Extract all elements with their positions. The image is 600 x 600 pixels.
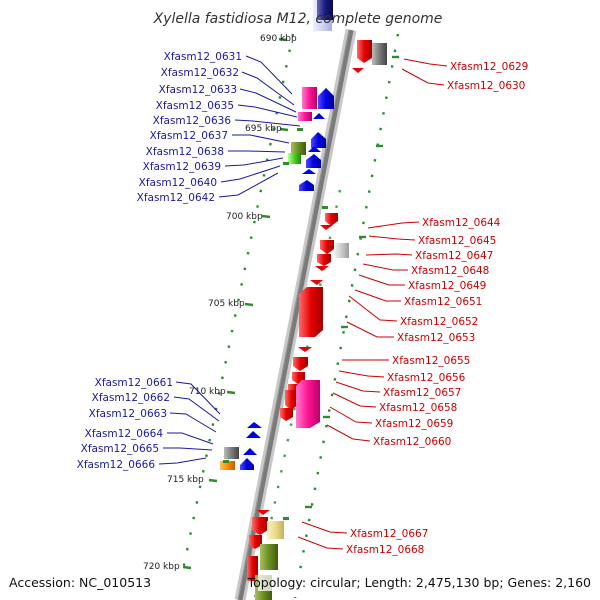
accession-text: Accession: NC_010513	[9, 575, 151, 590]
ruler-major-ticks	[182, 37, 399, 570]
gene-label[interactable]: Xfasm12_0647	[415, 250, 493, 262]
feature-top-reverse[interactable]	[313, 0, 333, 31]
forward-leader-lines	[297, 58, 448, 550]
gene-label[interactable]: Xfasm12_0663	[89, 408, 167, 420]
ruler-label: 690 kbp	[260, 34, 297, 44]
reverse-leader-lines	[158, 55, 301, 465]
gene-label[interactable]: Xfasm12_0639	[143, 161, 221, 173]
gene-label[interactable]: Xfasm12_0642	[137, 192, 215, 204]
gene-label[interactable]: Xfasm12_0661	[95, 377, 173, 389]
gene-label[interactable]: Xfasm12_0645	[418, 235, 496, 247]
gene-label[interactable]: Xfasm12_0659	[375, 418, 453, 430]
ruler-label: 700 kbp	[226, 212, 263, 222]
gene-label[interactable]: Xfasm12_0668	[346, 544, 424, 556]
genome-backbone[interactable]	[234, 28, 357, 600]
gene-label[interactable]: Xfasm12_0657	[383, 387, 461, 399]
strand-markers	[223, 128, 328, 520]
reverse-gene-labels: Xfasm12_0631 Xfasm12_0632 Xfasm12_0633 X…	[77, 51, 242, 471]
gene-label[interactable]: Xfasm12_0644	[422, 217, 501, 229]
gene-box-0659	[296, 380, 320, 428]
gene-box-0630	[372, 43, 387, 65]
ruler-label: 705 kbp	[208, 299, 245, 309]
ruler-label: 695 kbp	[245, 124, 282, 134]
summary-text: Topology: circular; Length: 2,475,130 bp…	[247, 575, 591, 590]
gene-label[interactable]: Xfasm12_0637	[150, 130, 228, 142]
ruler-label: 720 kbp	[143, 562, 180, 572]
gene-label[interactable]: Xfasm12_0664	[85, 428, 164, 440]
gene-label[interactable]: Xfasm12_0638	[146, 146, 224, 158]
ruler-labels: 690 kbp 695 kbp 700 kbp 705 kbp 710 kbp …	[143, 34, 297, 572]
forward-strand-features[interactable]	[247, 40, 387, 600]
gene-label[interactable]: Xfasm12_0648	[411, 265, 489, 277]
gene-label[interactable]: Xfasm12_0655	[392, 355, 470, 367]
gene-label[interactable]: Xfasm12_0666	[77, 459, 156, 471]
gene-box-0631	[302, 87, 317, 109]
gc-guide-track	[293, 33, 400, 599]
gene-arrow-small	[352, 68, 364, 73]
gene-label[interactable]: Xfasm12_0667	[350, 528, 428, 540]
gene-label[interactable]: Xfasm12_0635	[156, 100, 234, 112]
map-footer: Accession: NC_010513 Topology: circular;…	[9, 575, 594, 591]
gene-label[interactable]: Xfasm12_0636	[153, 115, 232, 127]
forward-gene-labels: Xfasm12_0629 Xfasm12_0630 Xfasm12_0644 X…	[346, 61, 528, 556]
gene-label[interactable]: Xfasm12_0656	[387, 372, 466, 384]
gene-label[interactable]: Xfasm12_0660	[373, 436, 451, 448]
gene-label[interactable]: Xfasm12_0662	[92, 392, 170, 404]
gene-label[interactable]: Xfasm12_0630	[447, 80, 525, 92]
gene-label[interactable]: Xfasm12_0649	[408, 280, 486, 292]
gene-label[interactable]: Xfasm12_0631	[164, 51, 242, 63]
reverse-strand-features[interactable]	[220, 87, 334, 470]
gene-label[interactable]: Xfasm12_0653	[397, 332, 475, 344]
gene-label[interactable]: Xfasm12_0652	[400, 316, 478, 328]
gene-label[interactable]: Xfasm12_0632	[161, 67, 239, 79]
gene-label[interactable]: Xfasm12_0651	[404, 296, 482, 308]
gene-arrow-0629	[357, 40, 372, 63]
map-title: Xylella fastidiosa M12, complete genome	[153, 11, 443, 27]
ruler-label: 710 kbp	[189, 387, 226, 397]
gene-label[interactable]: Xfasm12_0658	[379, 402, 457, 414]
gene-label[interactable]: Xfasm12_0629	[450, 61, 528, 73]
ruler-label: 715 kbp	[167, 475, 204, 485]
gene-label[interactable]: Xfasm12_0665	[81, 443, 159, 455]
gene-label[interactable]: Xfasm12_0633	[159, 84, 237, 96]
gene-label[interactable]: Xfasm12_0640	[139, 177, 217, 189]
